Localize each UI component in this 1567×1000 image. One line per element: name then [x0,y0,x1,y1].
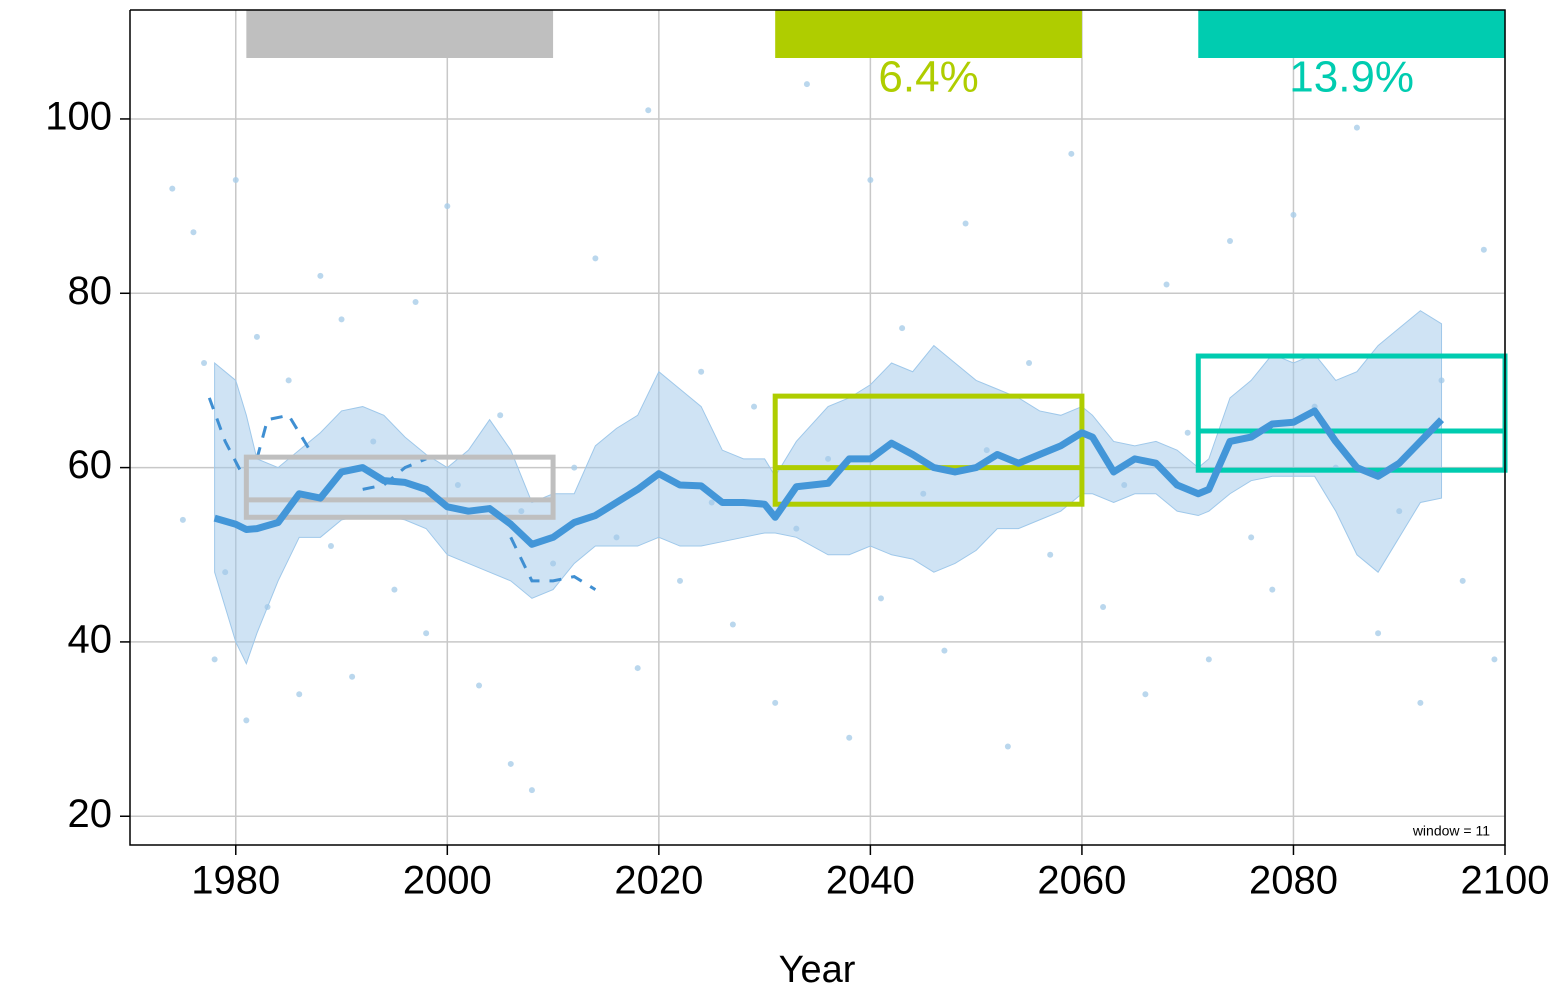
scatter-point [528,787,535,794]
scatter-point [423,630,430,637]
scatter-point [803,81,810,88]
scatter-point [846,734,853,741]
scatter-point [698,368,705,375]
scatter-point [507,760,514,767]
scatter-point [571,464,578,471]
scatter-point [645,107,652,114]
scatter-point [1290,211,1297,218]
x-axis-label: Year [779,949,856,991]
window-bar [246,10,554,58]
scatter-point [444,203,451,210]
scatter-point [391,586,398,593]
y-tick-label: 100 [45,95,112,139]
scatter-point [677,577,683,584]
y-tick-label: 60 [68,443,113,487]
scatter-point [1248,534,1255,541]
scatter-point [877,595,884,602]
scatter-point [201,360,208,367]
scatter-point [1026,360,1033,367]
scatter-point [1100,604,1107,611]
scatter-point [169,185,176,192]
scatter-point [1459,577,1466,584]
scatter-point [1227,237,1233,244]
band [214,310,1443,666]
annotation: window = 11 [1412,823,1490,839]
window-box [772,393,1085,507]
x-tick-label: 2060 [1037,859,1126,903]
change-label: 6.4% [878,53,978,102]
scatter-point [476,682,483,689]
scatter-point [1047,551,1054,558]
scatter-point [243,717,250,724]
x-tick-label: 2020 [614,859,703,903]
scatter-point [338,316,345,323]
scatter-point [1417,699,1424,706]
scatter-point [1004,743,1011,750]
scatter-point [729,621,736,628]
scatter-point [232,176,239,183]
scatter-point [1353,124,1360,131]
scatter-point [1375,630,1382,637]
scatter-point [1491,656,1498,663]
window-box [243,454,556,520]
x-tick-label: 2100 [1461,859,1550,903]
scatter-point [317,272,324,279]
y-tick-label: 80 [68,269,113,313]
scatter-point [592,255,599,262]
x-tick-label: 2000 [403,859,492,903]
scatter-point [772,699,779,706]
y-tick-label: 40 [68,617,113,661]
scatter-point [867,176,874,183]
scatter-point [1480,246,1487,253]
mean-line [213,407,1445,548]
x-tick-label: 2040 [826,859,915,903]
scatter-point [285,377,292,384]
scatter-point [941,647,948,654]
scatter-point [1163,281,1170,288]
scatter-point [751,403,758,410]
scatter-point [253,333,260,340]
scatter-point [1068,150,1075,157]
scatter-point [962,220,969,227]
scatter-point [497,412,504,419]
y-tick-label: 20 [68,792,113,836]
scatter-point [179,516,186,523]
dashed-line [207,397,597,591]
scatter-point [1205,656,1212,663]
scatter-point [211,656,218,663]
scatter-point [634,665,641,672]
scatter-point [327,543,334,550]
scatter-point [1184,429,1191,436]
axis-frame [129,9,1506,846]
change-label: 13.9% [1289,53,1414,102]
x-tick-label: 1980 [191,859,280,903]
scatter-point [296,691,303,698]
scatter-point [349,673,356,680]
scatter-point [1269,586,1276,593]
window-bar [1198,10,1505,58]
scatter-point [412,298,419,305]
scatter-point [190,229,197,236]
x-tick-label: 2080 [1249,859,1338,903]
scatter-point [899,325,906,332]
window-bar [775,10,1082,58]
scatter-point [1142,691,1149,698]
